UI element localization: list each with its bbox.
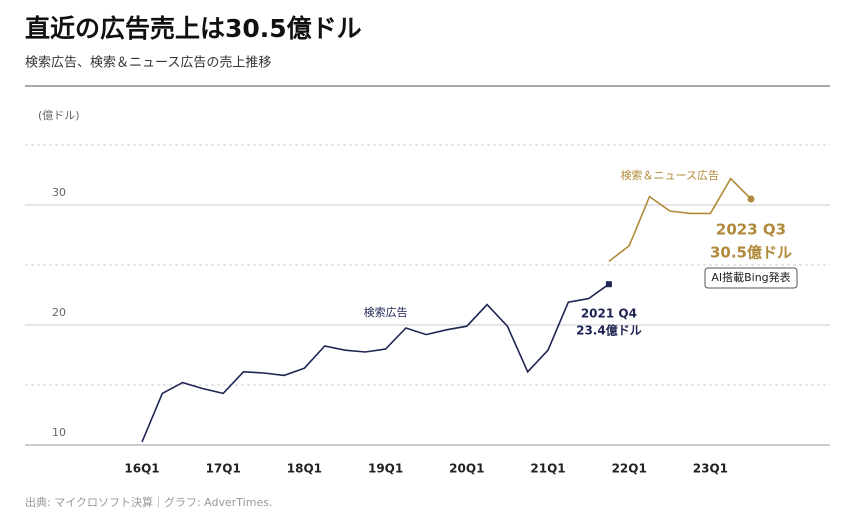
y-tick-label: 10 [52,426,66,439]
annotation: 2023 Q3 [716,221,786,239]
x-tick-label: 17Q1 [206,462,241,476]
annotation: 23.4億ドル [576,323,642,338]
y-tick-label: 20 [52,306,66,319]
series-label: 検索広告 [364,305,408,319]
annotation: AI搭載Bing発表 [711,270,790,284]
annotation: 2021 Q4 [581,307,637,321]
x-tick-label: 19Q1 [368,462,403,476]
series-label: 検索＆ニュース広告 [621,168,719,182]
chart-subtitle: 検索広告、検索＆ニュース広告の売上推移 [25,55,271,71]
x-tick-label: 21Q1 [530,462,565,476]
end-marker [747,195,755,203]
x-tick-label: 22Q1 [612,462,647,476]
annotation-box [704,267,798,289]
x-tick-label: 23Q1 [693,462,728,476]
y-tick-label: 30 [52,186,66,199]
x-tick-label: 16Q1 [124,462,159,476]
series-line [141,283,610,443]
end-marker [605,281,612,288]
x-tick-label: 20Q1 [449,462,484,476]
series-line [608,177,752,263]
source: 出典: マイクロソフト決算｜グラフ: AdverTimes. [25,495,272,509]
annotation: 30.5億ドル [710,244,792,262]
y-axis-label: (億ドル) [38,109,80,122]
x-tick-label: 18Q1 [287,462,322,476]
chart-title: 直近の広告売上は30.5億ドル [25,14,362,43]
